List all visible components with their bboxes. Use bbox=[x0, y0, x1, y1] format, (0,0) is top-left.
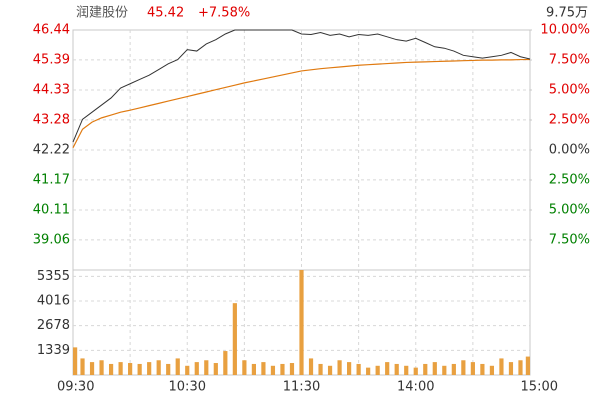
volume-bar bbox=[213, 363, 218, 375]
price-label: 45.42 bbox=[147, 6, 184, 21]
volume-bar bbox=[242, 360, 247, 375]
volume-bar bbox=[251, 363, 256, 375]
volume-bar bbox=[108, 363, 114, 375]
volume-bar bbox=[375, 365, 380, 375]
volume-bar bbox=[89, 362, 95, 375]
volume-bar bbox=[204, 360, 209, 375]
volume-tick-label: 4016 bbox=[37, 294, 70, 309]
y2-tick-label: 5.00% bbox=[549, 203, 590, 218]
y-tick-label: 41.17 bbox=[33, 172, 70, 187]
volume-bar bbox=[175, 358, 180, 375]
volume-bar bbox=[442, 365, 447, 375]
volume-bar bbox=[461, 360, 466, 375]
x-tick-label: 11:30 bbox=[283, 380, 320, 395]
volume-bar bbox=[299, 270, 304, 375]
volume-bar bbox=[470, 362, 475, 375]
volume-bar bbox=[499, 358, 504, 375]
x-tick-label: 14:00 bbox=[397, 380, 434, 395]
volume-bar bbox=[99, 360, 104, 375]
volume-bar bbox=[394, 363, 399, 375]
y-tick-label: 46.44 bbox=[33, 23, 70, 38]
x-tick-label: 09:30 bbox=[57, 380, 94, 395]
volume-tick-label: 5355 bbox=[37, 269, 70, 284]
volume-bar bbox=[166, 363, 171, 375]
volume-bar bbox=[232, 303, 237, 375]
volume-bar bbox=[270, 365, 276, 375]
volume-bar bbox=[366, 367, 371, 375]
volume-bar bbox=[156, 360, 161, 375]
x-tick-label: 15:00 bbox=[521, 380, 558, 395]
volume-bar bbox=[223, 351, 228, 375]
volume-bar bbox=[404, 365, 409, 375]
price-line bbox=[72, 29, 531, 143]
y-tick-label: 42.22 bbox=[33, 143, 70, 158]
volume-bar bbox=[337, 360, 342, 375]
x-tick-label: 10:30 bbox=[169, 380, 206, 395]
y-tick-label: 44.33 bbox=[33, 83, 70, 98]
stock-name: 润建股份 bbox=[76, 6, 128, 21]
volume-bar bbox=[385, 362, 390, 375]
volume-bar bbox=[80, 358, 85, 375]
volume-bar bbox=[432, 362, 437, 375]
volume-bar bbox=[318, 363, 323, 375]
y-tick-label: 43.28 bbox=[33, 112, 70, 127]
y2-tick-label: 2.50% bbox=[549, 113, 590, 128]
volume-bar bbox=[73, 347, 78, 375]
y2-tick-label: 10.00% bbox=[540, 23, 590, 38]
y-tick-label: 39.06 bbox=[33, 232, 70, 247]
volume-bar bbox=[280, 363, 285, 375]
volume-bar bbox=[118, 362, 123, 375]
volume-bar bbox=[413, 367, 418, 375]
volume-bar bbox=[128, 363, 133, 375]
volume-bar bbox=[423, 363, 428, 375]
volume-bar bbox=[137, 363, 142, 375]
volume-bar bbox=[308, 358, 314, 375]
y2-tick-label: 7.50% bbox=[549, 233, 590, 248]
y-tick-label: 45.39 bbox=[33, 52, 70, 67]
volume-bar bbox=[194, 362, 199, 375]
volume-bar bbox=[518, 360, 523, 375]
volume-bar bbox=[480, 363, 485, 375]
volume-tick-label: 1339 bbox=[37, 343, 70, 358]
y2-tick-label: 7.50% bbox=[549, 53, 590, 68]
volume-bar bbox=[261, 362, 266, 375]
volume-bar bbox=[147, 362, 152, 375]
volume-total-label: 9.75万 bbox=[546, 6, 588, 21]
y-tick-label: 40.11 bbox=[33, 203, 70, 218]
volume-bar bbox=[489, 365, 495, 375]
change-label: +7.58% bbox=[198, 6, 250, 21]
y2-tick-label: 0.00% bbox=[549, 143, 590, 158]
y2-tick-label: 5.00% bbox=[549, 83, 590, 98]
volume-bar bbox=[185, 365, 190, 375]
volume-bar bbox=[451, 363, 456, 375]
volume-bar bbox=[289, 363, 295, 375]
volume-bar bbox=[525, 356, 530, 375]
volume-bar bbox=[327, 365, 333, 375]
volume-bar bbox=[347, 362, 352, 375]
volume-bar bbox=[356, 363, 361, 375]
y2-tick-label: 2.50% bbox=[549, 173, 590, 188]
volume-bar bbox=[508, 362, 514, 375]
average-line bbox=[72, 58, 530, 149]
volume-tick-label: 2678 bbox=[37, 318, 70, 333]
